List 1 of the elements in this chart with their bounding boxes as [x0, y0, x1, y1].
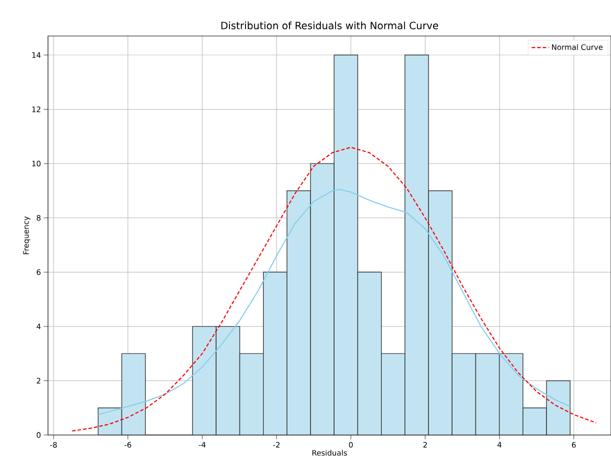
chart-title: Distribution of Residuals with Normal Curve [221, 22, 438, 30]
